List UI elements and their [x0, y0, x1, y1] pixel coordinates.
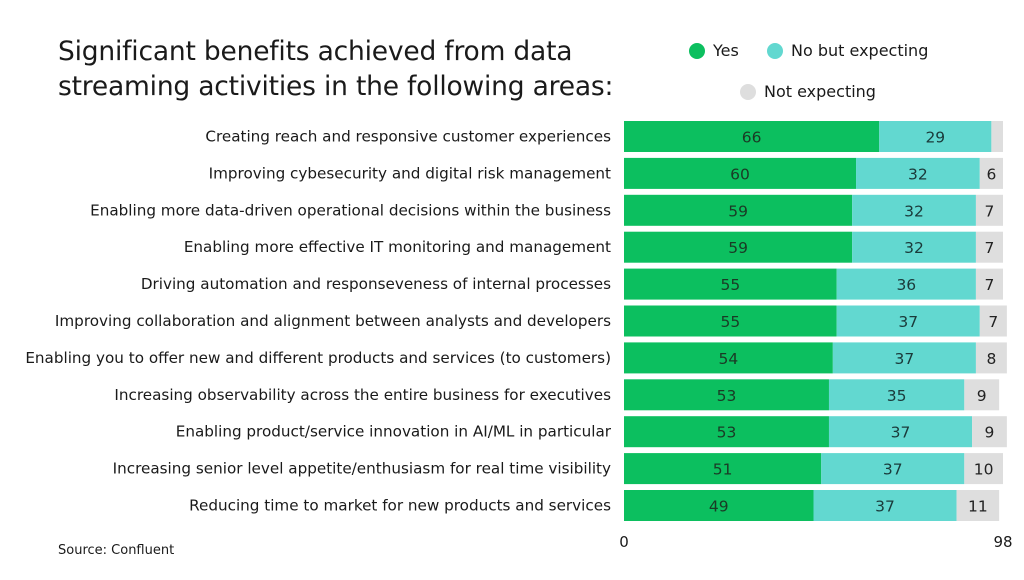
data-label: 55 [720, 276, 740, 294]
bar-segment-yes [624, 305, 837, 337]
data-label: 32 [904, 202, 924, 220]
legend-swatch-yes [689, 42, 705, 59]
bar-segment-no-but-expecting [821, 453, 965, 485]
data-label: 6 [986, 165, 996, 183]
bar-segment-not-expecting [975, 231, 1003, 263]
legend-item-not-expecting: Not expecting [740, 82, 876, 101]
data-label: 36 [896, 276, 916, 294]
category-label: Driving automation and responseveness of… [141, 275, 611, 293]
data-label: 37 [898, 313, 918, 331]
bar-segment-no-but-expecting [856, 157, 980, 189]
legend-label-not-expecting: Not expecting [764, 82, 876, 101]
category-label: Enabling more data-driven operational de… [90, 201, 611, 219]
bar-segment-not-expecting [975, 268, 1003, 300]
bar-segment-yes [624, 416, 829, 448]
bar-segment-not-expecting [964, 379, 1000, 411]
bar-segment-yes [624, 157, 857, 189]
data-label: 32 [904, 239, 924, 257]
chart-title-line-2: streaming activities in the following ar… [58, 71, 614, 102]
data-label: 9 [985, 424, 995, 442]
bar-segment-not-expecting [975, 342, 1007, 374]
legend-swatch-no-but-expecting [767, 42, 783, 59]
category-label: Creating reach and responsive customer e… [205, 128, 611, 146]
bar-segment-yes [624, 268, 837, 300]
data-label: 35 [887, 387, 907, 405]
bar-segment-yes [624, 231, 853, 263]
category-label: Increasing observability across the enti… [114, 386, 611, 404]
data-label: 59 [728, 239, 748, 257]
chart-title: Significant benefits achieved from data … [58, 34, 618, 104]
bar-segment-not-expecting [979, 305, 1007, 337]
category-label: Enabling product/service innovation in A… [176, 423, 612, 441]
legend-label-yes: Yes [713, 41, 739, 60]
bar-segment-no-but-expecting [836, 268, 976, 300]
data-label: 54 [719, 350, 739, 368]
data-label: 11 [968, 498, 988, 516]
bar-segment-yes [624, 194, 853, 226]
bar-segment-not-expecting [975, 194, 1003, 226]
bar-segment-yes [624, 453, 822, 485]
bar-segment-not-expecting [964, 453, 1003, 485]
data-label: 8 [986, 350, 996, 368]
bar-segment-no-but-expecting [832, 342, 976, 374]
data-label: 10 [974, 461, 994, 479]
data-label: 9 [977, 387, 987, 405]
bar-segment-no-but-expecting [852, 194, 976, 226]
bar-segment-yes [624, 379, 829, 411]
data-label: 53 [717, 424, 737, 442]
bar-segment-yes [624, 342, 833, 374]
legend-swatch-not-expecting [740, 83, 756, 100]
legend-item-no-but-expecting: No but expecting [767, 41, 928, 60]
category-label: Reducing time to market for new products… [189, 497, 611, 515]
data-label: 32 [908, 165, 928, 183]
category-label: Increasing senior level appetite/enthusi… [113, 460, 611, 478]
bar-segment-no-but-expecting [828, 416, 973, 448]
category-label: Improving cybesecurity and digital risk … [209, 164, 611, 182]
category-label: Improving collaboration and alignment be… [55, 312, 611, 330]
x-tick-label: 98 [993, 533, 1012, 551]
bar-segment-not-expecting [956, 490, 1000, 521]
bar-segment-not-expecting [991, 121, 1003, 152]
bar-segment-no-but-expecting [836, 305, 980, 337]
category-label: Enabling more effective IT monitoring an… [184, 238, 611, 256]
x-tick-label: 0 [619, 533, 629, 551]
bar-segment-no-but-expecting [852, 231, 976, 263]
data-label: 7 [988, 313, 998, 331]
data-label: 66 [742, 129, 762, 147]
bar-segment-yes [624, 490, 814, 521]
data-label: 37 [875, 498, 895, 516]
legend-item-yes: Yes [689, 41, 739, 60]
data-label: 59 [728, 202, 748, 220]
legend-label-no-but-expecting: No but expecting [791, 41, 929, 60]
data-label: 49 [709, 498, 729, 516]
data-label: 55 [720, 313, 740, 331]
data-label: 37 [883, 461, 903, 479]
chart-title-line-1: Significant benefits achieved from data [58, 36, 573, 67]
category-label: Enabling you to offer new and different … [25, 349, 611, 367]
data-label: 51 [713, 461, 733, 479]
bar-segment-not-expecting [979, 157, 1003, 189]
data-label: 7 [985, 239, 995, 257]
data-label: 7 [985, 276, 995, 294]
bar-segment-not-expecting [972, 416, 1007, 448]
data-label: 29 [925, 129, 945, 147]
data-label: 7 [985, 202, 995, 220]
bar-segment-no-but-expecting [813, 490, 957, 521]
data-label: 37 [891, 424, 911, 442]
source-note: Source: Confluent [58, 543, 175, 558]
bar-segment-yes [624, 121, 880, 152]
data-label: 37 [895, 350, 915, 368]
bar-segment-no-but-expecting [828, 379, 965, 411]
data-label: 60 [730, 165, 750, 183]
data-label: 53 [717, 387, 737, 405]
bar-segment-no-but-expecting [879, 121, 992, 152]
